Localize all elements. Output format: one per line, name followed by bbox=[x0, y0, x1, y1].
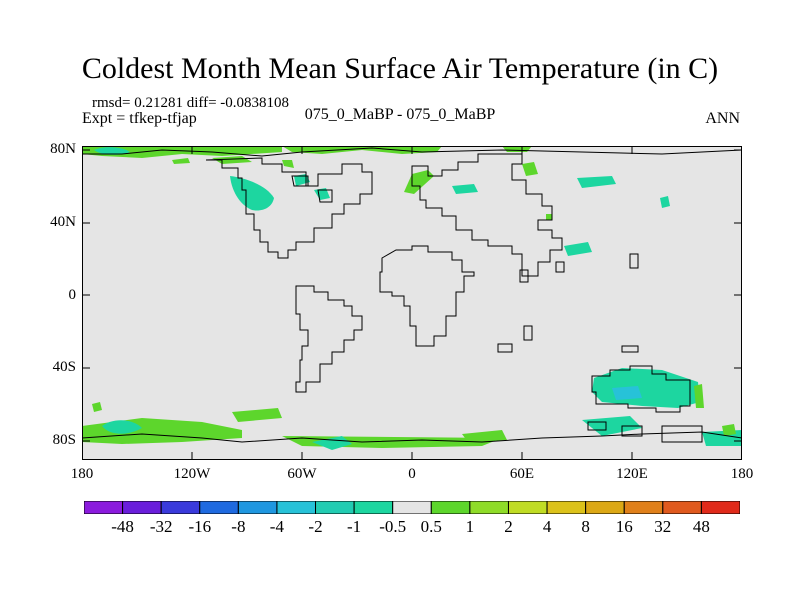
temperature-map bbox=[82, 146, 742, 460]
lat-label-80n: 80N bbox=[50, 141, 76, 157]
colorbar-label: -16 bbox=[188, 517, 212, 536]
colorbar-swatch bbox=[353, 501, 394, 514]
lat-label-80s: 80S bbox=[52, 432, 76, 448]
colorbar-swatch bbox=[276, 501, 317, 514]
lat-label-40n: 40N bbox=[50, 214, 76, 230]
lat-label-0: 0 bbox=[68, 287, 77, 303]
lat-label-40s: 40S bbox=[52, 359, 76, 375]
colorbar-label: -1 bbox=[347, 517, 362, 536]
lon-label-60w: 60W bbox=[287, 466, 317, 482]
colorbar-swatch bbox=[237, 501, 278, 514]
colorbar-swatch bbox=[700, 501, 740, 514]
colorbar-label: 8 bbox=[581, 517, 590, 536]
colorbar-swatch bbox=[469, 501, 509, 514]
colorbar-label: 32 bbox=[654, 517, 672, 536]
colorbar-swatch bbox=[199, 501, 239, 514]
colorbar-label: 1 bbox=[465, 517, 475, 536]
stats-text: rmsd= 0.21281 diff= -0.0838108 bbox=[92, 95, 290, 111]
colorbar-label: -4 bbox=[269, 517, 284, 536]
colorbar-swatch bbox=[585, 501, 625, 514]
colorbar-label: -0.5 bbox=[379, 517, 407, 536]
colorbar-swatch bbox=[315, 501, 355, 514]
colorbar-label: 16 bbox=[615, 517, 633, 536]
experiment-label: 075_0_MaBP - 075_0_MaBP bbox=[304, 106, 496, 123]
season-label: ANN bbox=[705, 110, 740, 127]
coastlines bbox=[82, 147, 742, 443]
lon-label-60e: 60E bbox=[509, 466, 535, 482]
chart-title: Coldest Month Mean Surface Air Temperatu… bbox=[81, 52, 719, 85]
lon-label-120w: 120W bbox=[173, 466, 211, 482]
colorbar-swatch bbox=[392, 501, 432, 514]
colorbar-swatch bbox=[84, 501, 124, 514]
colorbar-swatch bbox=[623, 501, 664, 514]
colorbar-swatch bbox=[546, 501, 587, 514]
colorbar-swatch bbox=[430, 501, 471, 514]
axis-ticks bbox=[82, 146, 742, 460]
lon-label-0: 0 bbox=[408, 466, 416, 482]
lon-label-120e: 120E bbox=[616, 466, 648, 482]
lon-label-180e: 180 bbox=[730, 466, 754, 482]
colorbar-label: -48 bbox=[111, 517, 134, 536]
colorbar-label: -2 bbox=[308, 517, 323, 536]
colorbar-label: 0.5 bbox=[420, 517, 442, 536]
colorbar-label: 2 bbox=[504, 517, 513, 536]
colorbar bbox=[84, 501, 740, 514]
colorbar-label: 4 bbox=[542, 517, 552, 536]
colorbar-label: -8 bbox=[231, 517, 246, 536]
colorbar-swatch bbox=[662, 501, 702, 514]
colorbar-label: -32 bbox=[149, 517, 173, 536]
colorbar-label: 48 bbox=[692, 517, 710, 536]
expt-text: Expt = tfkep-tfjap bbox=[82, 110, 197, 127]
colorbar-swatch bbox=[507, 501, 548, 514]
colorbar-swatch bbox=[160, 501, 201, 514]
lon-label-180w: 180 bbox=[70, 466, 94, 482]
colorbar-swatch bbox=[122, 501, 162, 514]
